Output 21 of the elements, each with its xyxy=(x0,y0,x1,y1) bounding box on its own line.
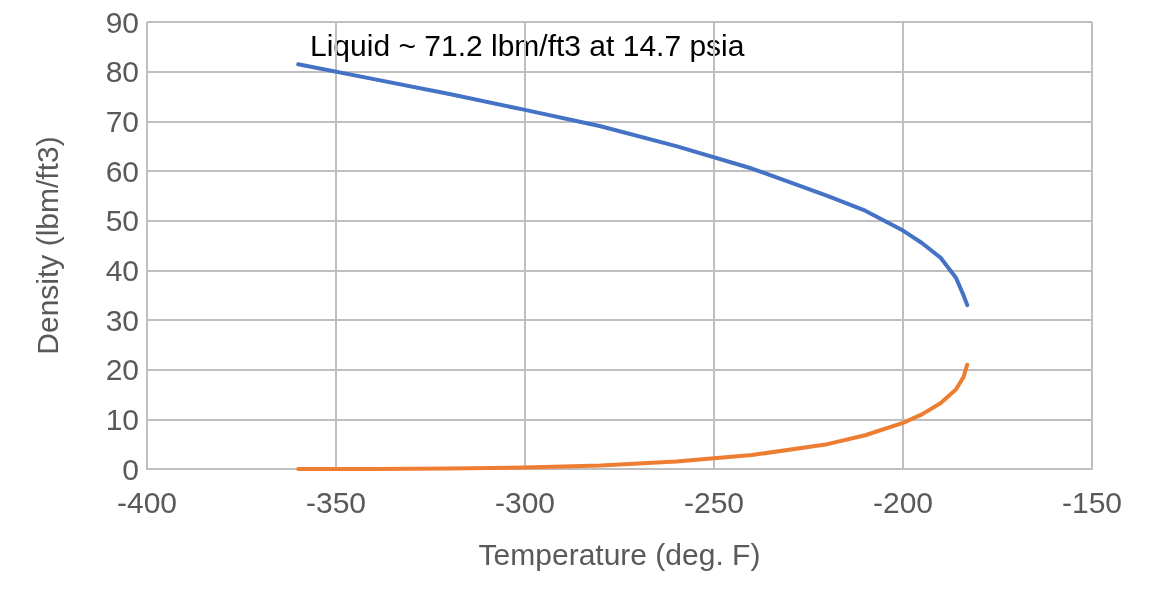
y-tick-label: 50 xyxy=(105,204,139,238)
x-tick-label: -400 xyxy=(116,485,178,519)
y-tick-label: 0 xyxy=(122,452,139,486)
x-tick-label: -250 xyxy=(683,485,745,519)
y-tick-label: 30 xyxy=(105,303,139,337)
y-tick-label: 90 xyxy=(105,5,139,39)
line-series xyxy=(296,62,970,308)
line-series xyxy=(296,362,970,471)
y-tick-label: 80 xyxy=(105,55,139,89)
y-tick-label: 70 xyxy=(105,104,139,138)
y-tick-label: 40 xyxy=(105,253,139,287)
x-axis-title: Temperature (deg. F) xyxy=(478,537,761,571)
y-tick-label: 60 xyxy=(105,154,139,188)
y-tick-label: 10 xyxy=(105,402,139,436)
y-tick-label: 20 xyxy=(105,353,139,387)
x-tick-label: -350 xyxy=(305,485,367,519)
y-axis-title: Density (lbm/ft3) xyxy=(30,136,64,355)
x-tick-label: -300 xyxy=(494,485,556,519)
x-tick-label: -150 xyxy=(1061,485,1123,519)
annotation: Liquid ~ 71.2 lbm/ft3 at 14.7 psia xyxy=(310,28,745,62)
x-tick-label: -200 xyxy=(872,485,934,519)
